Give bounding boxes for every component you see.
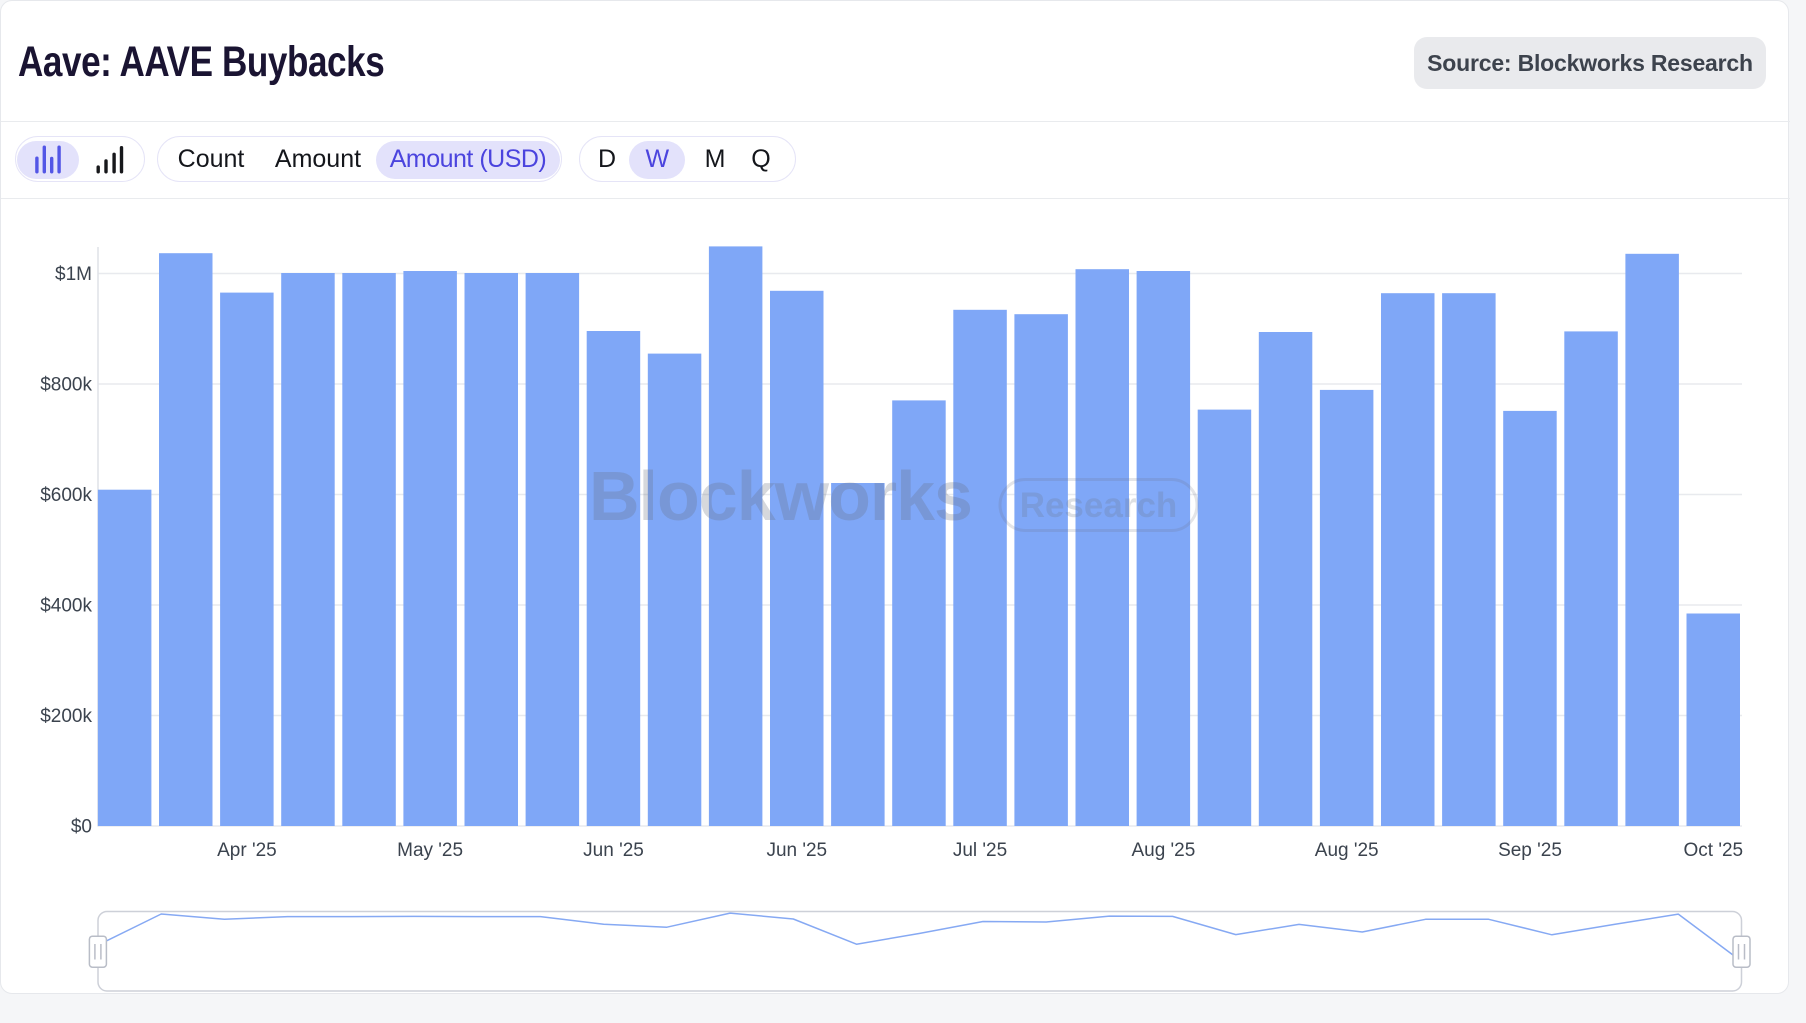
svg-text:$600k: $600k (40, 485, 92, 506)
svg-text:$0: $0 (71, 817, 92, 838)
svg-text:May '25: May '25 (397, 840, 463, 861)
svg-text:Aug '25: Aug '25 (1315, 840, 1379, 861)
svg-text:Research: Research (1020, 486, 1178, 525)
svg-text:Jun '25: Jun '25 (583, 840, 644, 861)
svg-text:$1M: $1M (55, 264, 92, 285)
svg-text:Jun '25: Jun '25 (766, 840, 827, 861)
svg-text:Jul '25: Jul '25 (953, 840, 1007, 861)
svg-text:Oct '25: Oct '25 (1683, 840, 1743, 861)
svg-text:$400k: $400k (40, 596, 92, 617)
svg-text:Sep '25: Sep '25 (1498, 840, 1562, 861)
svg-text:Aug '25: Aug '25 (1131, 840, 1195, 861)
svg-text:Apr '25: Apr '25 (217, 840, 277, 861)
svg-text:$800k: $800k (40, 375, 92, 396)
svg-text:Blockworks: Blockworks (589, 457, 972, 535)
svg-text:$200k: $200k (40, 706, 92, 727)
